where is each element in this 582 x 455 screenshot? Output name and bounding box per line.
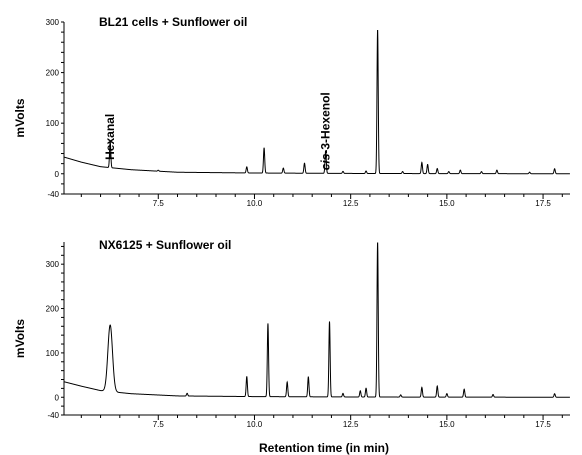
chromatogram-trace [64, 242, 570, 398]
y-tick-label: 200 [46, 69, 60, 78]
x-tick-label: 15.0 [439, 199, 455, 208]
panel-bl21: -40 0 100 200 300 7.5 10.0 12.5 15.0 17.5 mVolts BL… [13, 15, 570, 208]
y-tick-label: 100 [46, 119, 60, 128]
y-axis-label: mVolts [13, 319, 27, 358]
y-tick-label: 0 [55, 393, 60, 402]
x-tick-label: 12.5 [343, 199, 359, 208]
panel-title: NX6125 + Sunflower oil [99, 238, 231, 252]
x-tick-label: 7.5 [153, 199, 165, 208]
x-tick-label: 12.5 [343, 420, 359, 429]
x-tick-label: 7.5 [153, 420, 165, 429]
y-tick-label: 300 [46, 18, 60, 27]
panel-nx6125: -40 0 100 200 300 7.5 10.0 12.5 15.0 17.5 mVolts NX… [13, 238, 570, 429]
x-tick-label: 10.0 [247, 420, 263, 429]
x-tick-label: 10.0 [247, 199, 263, 208]
y-tick-label: -40 [47, 190, 59, 199]
y-tick-label: 200 [46, 305, 60, 314]
y-tick-label: 300 [46, 260, 60, 269]
y-tick-label: -40 [47, 411, 59, 420]
peak-annotation: cis-3-Hexenol [319, 92, 333, 170]
y-axis-label: mVolts [13, 98, 27, 137]
peak-annotation: Hexanal [103, 114, 117, 160]
x-axis-label: Retention time (in min) [259, 441, 389, 455]
x-tick-label: 17.5 [535, 420, 551, 429]
y-tick-label: 100 [46, 349, 60, 358]
x-tick-label: 17.5 [535, 199, 551, 208]
y-tick-label: 0 [55, 170, 60, 179]
chromatogram-trace [64, 29, 570, 175]
panel-title: BL21 cells + Sunflower oil [99, 15, 247, 29]
x-tick-label: 15.0 [439, 420, 455, 429]
